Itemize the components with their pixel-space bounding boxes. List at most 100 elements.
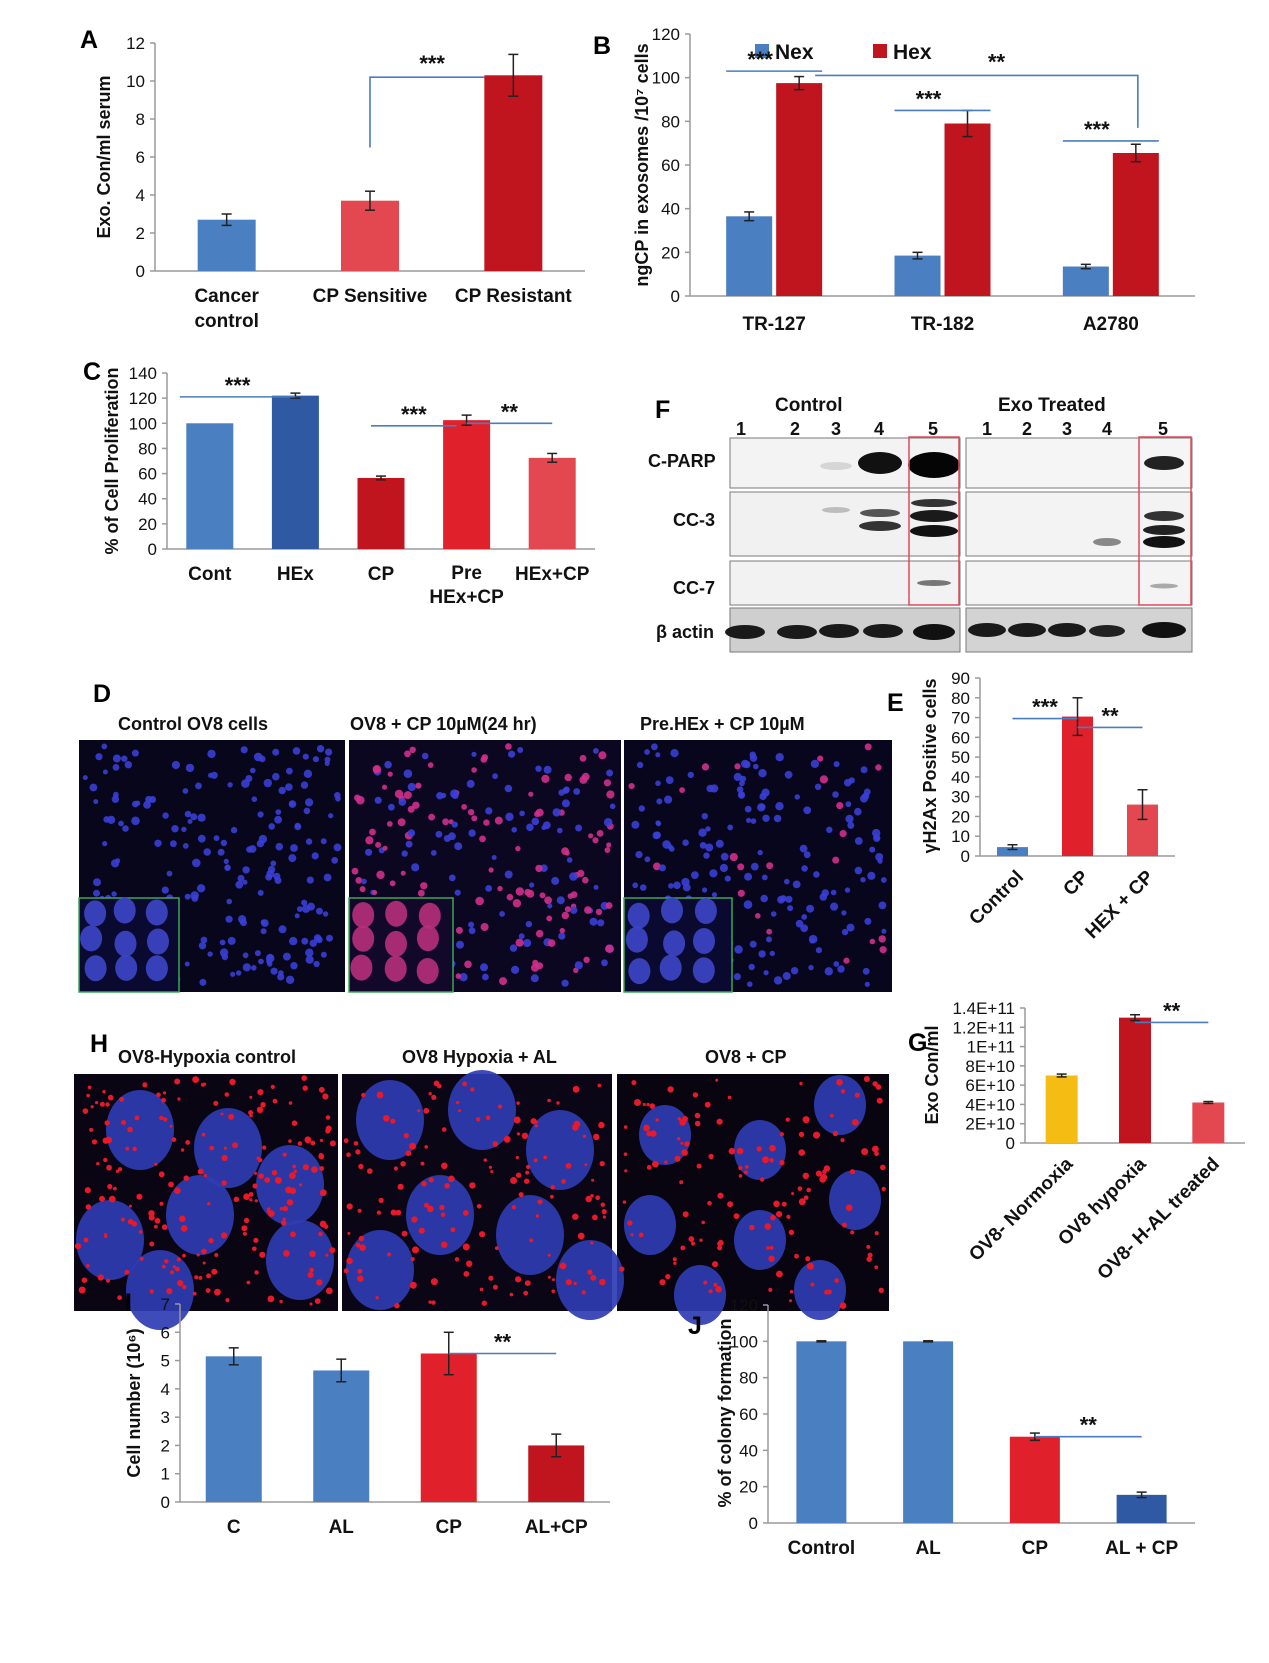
cell-nucleus xyxy=(814,783,822,790)
exosome-spot xyxy=(302,1085,308,1091)
exosome-spot xyxy=(492,1284,498,1290)
exosome-spot xyxy=(376,1210,381,1215)
y-tick-label: 60 xyxy=(951,728,970,747)
x-tick-label: CP xyxy=(436,1517,463,1538)
exosome-spot xyxy=(552,1278,555,1282)
legend-label: Nex xyxy=(775,41,814,64)
cell-nucleus xyxy=(528,791,534,797)
cell-nucleus xyxy=(603,818,613,827)
cell-nucleus xyxy=(800,924,809,933)
cell-nucleus xyxy=(743,760,751,769)
exosome-spot xyxy=(806,1262,814,1270)
cell-nucleus xyxy=(539,892,546,899)
exosome-spot xyxy=(329,1247,336,1254)
cell-nucleus xyxy=(195,782,202,790)
cell-nucleus xyxy=(382,784,388,790)
exosome-spot xyxy=(282,1205,289,1212)
panel-letter-f: F xyxy=(655,396,670,424)
x-tick-label: HEx+CP xyxy=(429,587,504,608)
cell-nucleus xyxy=(459,973,468,982)
cell-nucleus xyxy=(365,848,373,856)
nucleus xyxy=(256,1145,324,1225)
significance-label: *** xyxy=(1032,695,1058,720)
cell-nucleus xyxy=(787,905,794,912)
exosome-spot xyxy=(760,1177,765,1182)
exosome-spot xyxy=(516,1172,522,1178)
x-tick-label: Pre xyxy=(451,563,482,584)
cell-nucleus xyxy=(794,794,800,800)
exosome-spot xyxy=(820,1173,828,1181)
exosome-spot xyxy=(293,1169,297,1174)
exosome-spot xyxy=(264,1177,271,1183)
cell-nucleus xyxy=(415,782,422,789)
cell-nucleus xyxy=(296,906,303,912)
exosome-spot xyxy=(91,1139,98,1145)
cell-nucleus xyxy=(659,864,666,872)
exosome-spot xyxy=(224,1092,230,1097)
cell-nucleus xyxy=(543,765,552,774)
inset-nucleus xyxy=(384,955,407,982)
exosome-spot xyxy=(701,1220,705,1225)
exosome-spot xyxy=(99,1195,105,1202)
cell-nucleus xyxy=(274,815,282,824)
cell-nucleus xyxy=(561,799,570,808)
cell-nucleus xyxy=(790,967,799,975)
exosome-spot xyxy=(393,1166,398,1171)
exosome-spot xyxy=(619,1266,625,1272)
cell-nucleus xyxy=(388,803,395,811)
exosome-spot xyxy=(733,1213,740,1219)
exosome-spot xyxy=(104,1234,108,1239)
cell-nucleus xyxy=(775,802,784,811)
cell-nucleus xyxy=(715,839,724,848)
exosome-spot xyxy=(866,1244,871,1249)
x-tick-label: CP xyxy=(1060,866,1094,900)
exosome-spot xyxy=(736,1147,744,1155)
exosome-spot xyxy=(323,1224,329,1229)
highlight-box xyxy=(908,436,960,606)
cell-nucleus xyxy=(815,947,823,954)
exosome-spot xyxy=(289,1172,296,1180)
inset-nucleus xyxy=(694,898,717,924)
bar xyxy=(443,420,491,549)
cell-nucleus xyxy=(428,813,435,821)
cell-nucleus xyxy=(833,961,840,967)
cell-nucleus xyxy=(841,910,847,916)
exosome-spot xyxy=(297,1141,303,1146)
cell-nucleus xyxy=(523,939,532,947)
exosome-spot xyxy=(805,1256,811,1262)
cell-nucleus xyxy=(784,770,793,779)
cell-nucleus xyxy=(757,849,763,856)
cell-nucleus xyxy=(305,838,313,845)
cell-nucleus xyxy=(878,901,887,910)
exosome-spot xyxy=(479,1287,484,1292)
exosome-spot xyxy=(257,1089,264,1096)
exosome-spot xyxy=(285,1186,292,1194)
cell-nucleus xyxy=(544,896,552,905)
cell-nucleus xyxy=(711,892,718,898)
legend-label: Hex xyxy=(893,41,932,64)
exosome-spot xyxy=(423,1107,430,1114)
cell-nucleus xyxy=(184,810,192,818)
blot-band xyxy=(858,452,902,474)
cell-nucleus xyxy=(285,975,295,984)
cell-nucleus xyxy=(813,871,820,878)
exosome-spot xyxy=(768,1287,773,1292)
cell-nucleus xyxy=(655,752,661,758)
exosome-spot xyxy=(789,1299,792,1303)
lane-label: 5 xyxy=(928,419,938,439)
exosome-spot xyxy=(665,1274,671,1280)
cell-nucleus xyxy=(832,856,840,864)
cell-nucleus xyxy=(605,944,614,953)
exosome-spot xyxy=(252,1246,257,1252)
cell-nucleus xyxy=(631,820,640,829)
exosome-spot xyxy=(832,1130,839,1137)
y-axis-title: % of Cell Proliferation xyxy=(102,367,122,554)
exosome-spot xyxy=(357,1268,363,1274)
cell-nucleus xyxy=(184,893,191,900)
exosome-spot xyxy=(174,1187,181,1194)
exosome-spot xyxy=(97,1274,104,1281)
exosome-spot xyxy=(551,1289,555,1293)
exosome-spot xyxy=(418,1227,425,1234)
cell-nucleus xyxy=(577,869,585,878)
cell-nucleus xyxy=(819,775,829,784)
